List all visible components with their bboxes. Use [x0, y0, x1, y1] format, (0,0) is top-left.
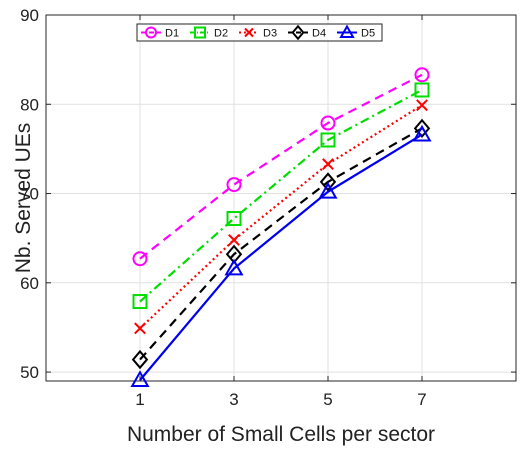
data-point	[131, 349, 149, 370]
y-tick-label: 80	[20, 95, 39, 114]
data-point	[132, 251, 148, 267]
series-line	[139, 133, 423, 381]
data-point	[226, 177, 242, 193]
legend-marker	[291, 24, 305, 41]
legend-item: D2	[190, 26, 228, 40]
x-tick-label: 3	[229, 390, 238, 409]
data-point	[134, 322, 146, 335]
plot-frame	[45, 14, 517, 382]
data-point	[322, 158, 334, 170]
data-point	[416, 99, 428, 112]
series-d3	[134, 99, 428, 335]
series-line	[139, 89, 423, 303]
data-point	[414, 67, 430, 83]
axis-ticks: 1 3 5 7 50 60 70 80 90	[20, 6, 516, 409]
series-d2	[132, 82, 430, 310]
series-d1	[132, 67, 430, 267]
series-group	[130, 67, 432, 387]
data-point	[320, 132, 336, 148]
legend: D1 D2 D3 D4 D5	[136, 23, 383, 42]
data-point	[412, 124, 432, 142]
legend-label: D5	[361, 28, 375, 40]
legend-label: D2	[214, 28, 228, 40]
data-point	[130, 370, 150, 387]
legend-marker	[339, 24, 355, 38]
legend-item: D3	[239, 28, 277, 40]
series-line	[139, 127, 423, 361]
legend-marker	[244, 27, 254, 38]
y-tick-label: 70	[20, 185, 39, 204]
legend-label: D4	[312, 28, 326, 40]
x-tick-label: 5	[323, 390, 332, 409]
data-point	[224, 258, 244, 276]
y-axis-label: Nb. Served UEs	[12, 123, 35, 274]
legend-item: D5	[337, 24, 375, 40]
data-point	[228, 234, 240, 246]
data-point	[414, 82, 430, 98]
legend-marker	[145, 26, 157, 39]
data-point	[318, 181, 338, 199]
legend-label: D3	[263, 28, 277, 40]
legend-marker	[194, 26, 206, 39]
plot-area	[46, 15, 516, 381]
x-tick-label: 7	[417, 390, 426, 409]
legend-item: D4	[288, 24, 326, 41]
y-tick-label: 60	[20, 274, 39, 293]
legend-item: D1	[141, 26, 179, 40]
series-d5	[130, 124, 432, 387]
data-point	[413, 118, 431, 139]
x-tick-label: 1	[135, 390, 144, 409]
x-axis-label: Number of Small Cells per sector	[127, 423, 435, 446]
legend-label: D1	[165, 28, 179, 40]
data-point	[319, 172, 337, 192]
series-line	[139, 104, 423, 330]
y-tick-label: 50	[20, 363, 39, 382]
data-point	[226, 211, 242, 227]
data-point	[320, 115, 336, 131]
data-point	[132, 294, 148, 310]
y-tick-label: 90	[20, 6, 39, 25]
